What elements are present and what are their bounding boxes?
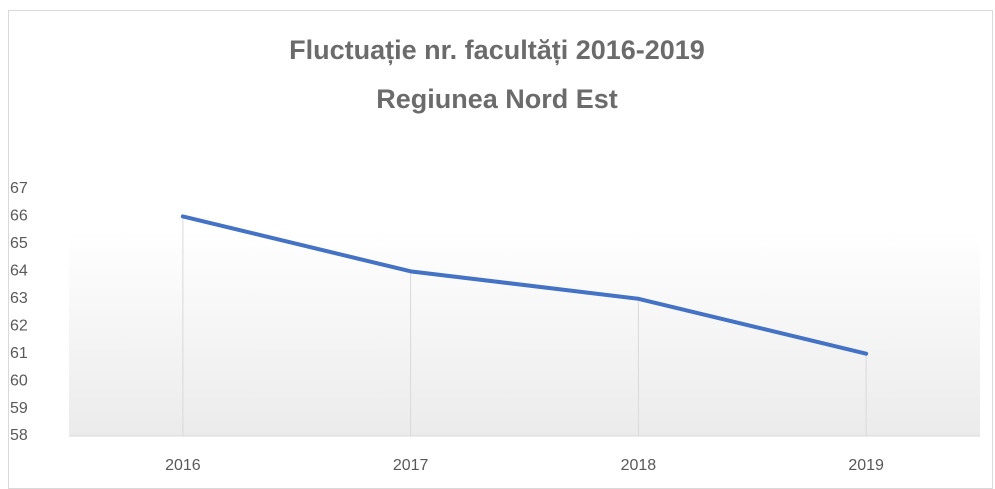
x-tick-label: 2017: [393, 457, 429, 474]
y-tick-label: 58: [10, 427, 28, 444]
chart-title: Fluctuație nr. facultăți 2016-2019: [289, 35, 705, 65]
y-tick-label: 66: [10, 208, 28, 225]
y-tick-label: 64: [10, 263, 28, 280]
x-tick-label: 2016: [165, 457, 201, 474]
plot-background: [69, 230, 980, 436]
line: [180, 214, 869, 356]
x-tick-label: 2018: [621, 457, 657, 474]
y-tick-label: 65: [10, 235, 28, 252]
x-tick-label: 2019: [848, 457, 884, 474]
chart-subtitle: Regiunea Nord Est: [376, 84, 618, 114]
y-tick-label: 63: [10, 290, 28, 307]
y-tick-label: 62: [10, 317, 28, 334]
y-tick-label: 59: [10, 400, 28, 417]
y-tick-label: 67: [10, 180, 28, 197]
y-tick-label: 60: [10, 372, 28, 389]
y-tick-label: 61: [10, 345, 28, 362]
